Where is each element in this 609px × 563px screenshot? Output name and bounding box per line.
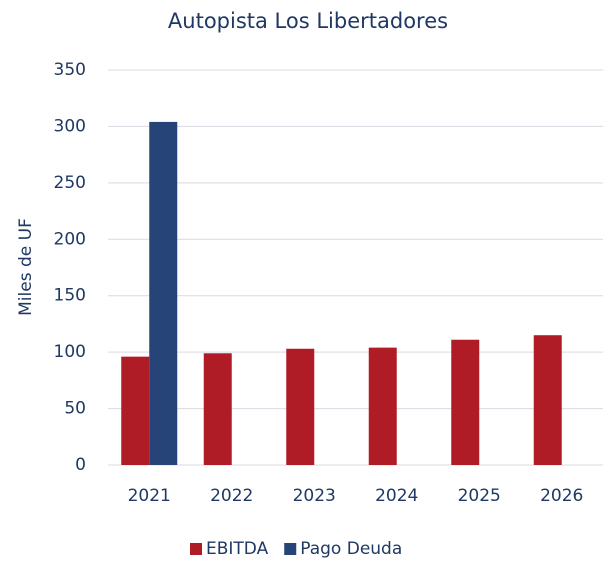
bar bbox=[451, 339, 480, 465]
legend-label: Pago Deuda bbox=[300, 539, 402, 559]
y-tick-label: 200 bbox=[54, 229, 86, 249]
bar bbox=[286, 348, 315, 465]
x-tick-label: 2021 bbox=[128, 486, 171, 506]
y-tick-label: 100 bbox=[54, 342, 86, 362]
y-axis-label: Miles de UF bbox=[16, 218, 36, 316]
x-tick-label: 2026 bbox=[540, 486, 583, 506]
y-tick-label: 50 bbox=[64, 399, 86, 419]
legend-label: EBITDA bbox=[206, 539, 269, 559]
bar bbox=[533, 335, 562, 465]
y-tick-label: 350 bbox=[54, 60, 86, 80]
y-tick-label: 300 bbox=[54, 116, 86, 136]
legend-swatch bbox=[284, 543, 297, 555]
y-tick-label: 0 bbox=[75, 455, 86, 475]
x-tick-label: 2022 bbox=[210, 486, 253, 506]
x-tick-label: 2024 bbox=[375, 486, 418, 506]
y-tick-label: 250 bbox=[54, 173, 86, 193]
x-tick-label: 2025 bbox=[458, 486, 501, 506]
bar bbox=[121, 356, 150, 465]
bar bbox=[203, 353, 232, 465]
bar bbox=[149, 121, 178, 466]
chart-title: Autopista Los Libertadores bbox=[168, 9, 448, 33]
y-tick-label: 150 bbox=[54, 286, 86, 306]
bar bbox=[368, 347, 397, 465]
legend-swatch bbox=[190, 543, 202, 555]
x-tick-label: 2023 bbox=[293, 486, 336, 506]
